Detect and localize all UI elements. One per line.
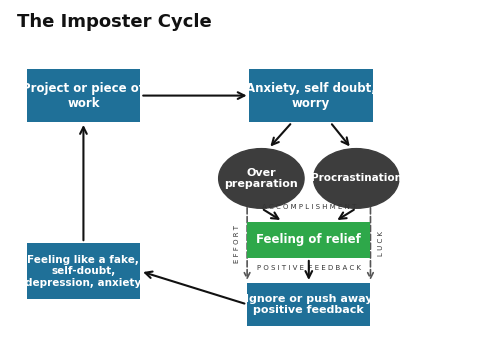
Text: Anxiety, self doubt,
worry: Anxiety, self doubt, worry xyxy=(246,82,376,110)
Text: E F F O R T: E F F O R T xyxy=(234,225,240,263)
Text: P O S I T I V E  F E E D B A C K: P O S I T I V E F E E D B A C K xyxy=(257,265,361,271)
FancyBboxPatch shape xyxy=(26,69,140,122)
Text: Feeling of relief: Feeling of relief xyxy=(256,233,361,246)
Text: L U C K: L U C K xyxy=(378,232,384,256)
Circle shape xyxy=(219,149,304,208)
Text: Procrastination: Procrastination xyxy=(311,174,402,183)
FancyBboxPatch shape xyxy=(247,283,371,326)
FancyBboxPatch shape xyxy=(26,243,140,299)
FancyBboxPatch shape xyxy=(247,221,371,258)
Text: Project or piece of
work: Project or piece of work xyxy=(23,82,144,110)
Circle shape xyxy=(313,149,399,208)
Text: A C C O M P L I S H M E N T: A C C O M P L I S H M E N T xyxy=(262,204,356,210)
Text: Feeling like a fake,
self-doubt,
depression, anxiety: Feeling like a fake, self-doubt, depress… xyxy=(25,255,142,288)
Text: Over
preparation: Over preparation xyxy=(225,167,298,189)
Text: Ignore or push away
positive feedback: Ignore or push away positive feedback xyxy=(245,294,372,315)
Text: The Imposter Cycle: The Imposter Cycle xyxy=(17,13,212,31)
FancyBboxPatch shape xyxy=(250,69,373,122)
